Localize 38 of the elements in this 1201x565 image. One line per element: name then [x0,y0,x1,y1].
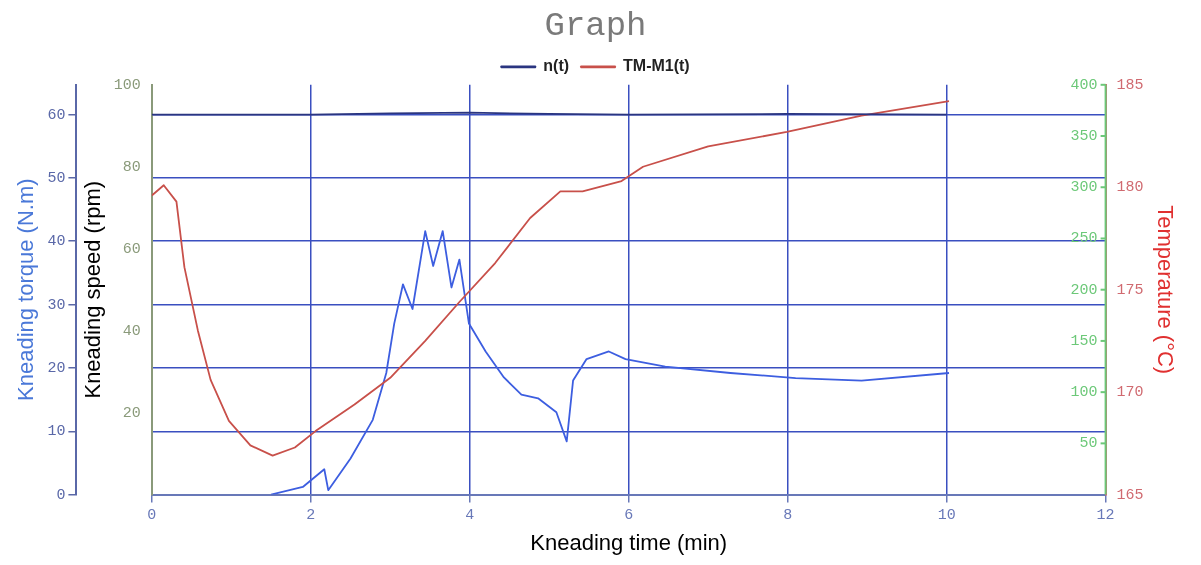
y-tick-label: 10 [47,423,66,441]
x-tick-label: 4 [465,506,475,524]
y-tick-label: 40 [47,233,66,251]
annotation: 200 [1070,281,1098,299]
x-tick-label: 2 [306,506,316,524]
legend-label: TM-M1(t) [623,57,690,75]
y3-axis-title: Kneading speed (rpm) [79,180,105,399]
y3-tick-label: 80 [122,158,141,176]
x-tick-label: 0 [147,506,157,524]
y2-tick-label: 185 [1116,76,1144,94]
y-tick-label: 50 [47,169,66,187]
y3-tick-label: 60 [122,240,141,258]
y2-tick-label: 170 [1116,384,1144,402]
x-tick-label: 8 [783,506,793,524]
x-tick-label: 10 [937,506,956,524]
chart-title: Graph [544,7,647,46]
annotation: 400 [1070,76,1098,94]
y-tick-label: 60 [47,106,66,124]
y2-tick-label: 165 [1116,486,1144,504]
x-axis-title: Kneading time (min) [530,529,728,555]
annotation: 150 [1070,332,1098,350]
annotation: 300 [1070,179,1098,197]
y3-tick-label: 20 [122,404,141,422]
y2-axis-title: Temperature (°C) [1152,205,1178,375]
y2-tick-label: 180 [1116,179,1144,197]
annotation: 50 [1079,435,1098,453]
y-tick-label: 20 [47,359,66,377]
legend-label: n(t) [543,57,570,75]
y-axis-title: Kneading torque (N.m) [13,178,39,401]
annotation: 100 [1070,384,1098,402]
y3-tick-label: 100 [113,76,141,94]
y-tick-label: 0 [56,486,66,504]
y-tick-label: 30 [47,296,66,314]
x-tick-label: 6 [624,506,634,524]
x-tick-label: 12 [1096,506,1115,524]
y2-tick-label: 175 [1116,281,1144,299]
y3-tick-label: 40 [122,322,141,340]
annotation: 350 [1070,127,1098,145]
